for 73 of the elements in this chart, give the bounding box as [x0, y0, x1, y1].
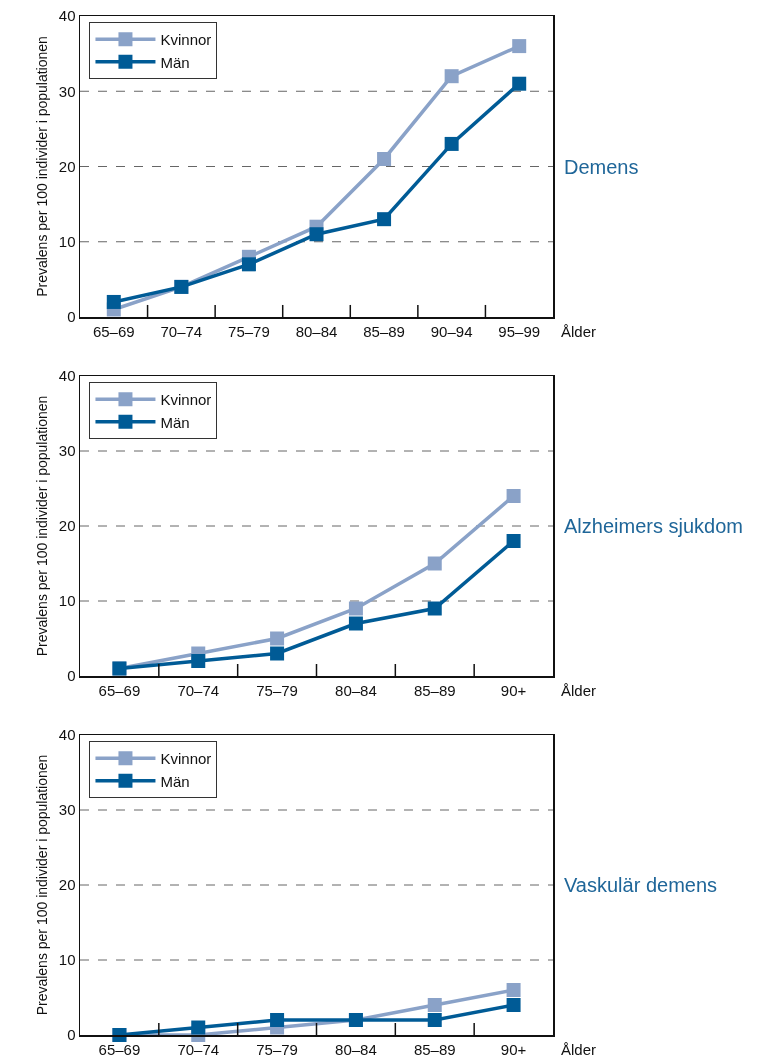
legend-label: Kvinnor [160, 391, 212, 409]
y-axis-title: Prevalens per 100 individer i populationen [33, 395, 50, 657]
x-tick-label: 70–74 [177, 1040, 220, 1058]
x-tick-label: 70–74 [177, 681, 220, 699]
x-tick-label: 75–79 [256, 1040, 298, 1058]
y-tick-label: 20 [58, 876, 76, 894]
point [309, 227, 324, 242]
y-axis-title: Prevalens per 100 individer i populationen [33, 754, 50, 1016]
point [270, 646, 285, 661]
point [506, 983, 521, 997]
y-tick-label: 40 [58, 7, 76, 25]
legend-label: Män [160, 772, 190, 790]
x-tick-label: 65–69 [98, 1040, 141, 1058]
legend-label: Män [160, 53, 190, 71]
x-tick-label: 80–84 [335, 1040, 377, 1058]
y-tick-label: 40 [58, 367, 76, 385]
legend-label: Män [160, 413, 190, 431]
x-tick-label: 70–74 [160, 322, 203, 340]
y-tick-label: 0 [67, 308, 76, 326]
y-tick-label: 30 [58, 442, 76, 460]
point [348, 616, 363, 631]
x-tick-label: 85–89 [413, 1040, 456, 1058]
point [444, 136, 459, 151]
point [444, 69, 459, 84]
point [270, 1013, 285, 1027]
x-tick-label: 75–79 [228, 322, 270, 340]
point [377, 151, 392, 166]
x-tick-label: 80–84 [295, 322, 338, 340]
text: Demens [564, 156, 639, 178]
x-tick-label: 90+ [500, 681, 527, 699]
point [377, 212, 392, 227]
x-tick-label: 75–79 [256, 681, 298, 699]
x-tick-label: 85–89 [363, 322, 405, 340]
point [106, 294, 121, 309]
y-tick-label: 10 [58, 951, 76, 969]
legend-label: Kvinnor [160, 750, 212, 768]
point [506, 998, 521, 1012]
point [427, 1013, 442, 1027]
x-axis-title: Ålder [561, 682, 597, 699]
y-tick-label: 30 [58, 801, 76, 819]
y-tick-label: 10 [58, 592, 76, 610]
y-tick-label: 10 [58, 233, 76, 250]
x-axis-title: Ålder [561, 1041, 597, 1058]
x-tick-label: 65–69 [92, 322, 135, 340]
point [506, 489, 521, 503]
x-axis-title: Ålder [561, 323, 597, 340]
point [512, 76, 527, 91]
x-tick-label: 95–99 [498, 322, 541, 340]
point [270, 631, 285, 646]
legend-label: Kvinnor [160, 31, 212, 49]
y-tick-label: 30 [58, 82, 76, 100]
x-tick-label: 65–69 [98, 681, 141, 699]
point [506, 534, 521, 548]
point [427, 601, 442, 616]
x-tick-label: 90–94 [430, 322, 473, 340]
y-tick-label: 20 [58, 517, 76, 535]
point [427, 556, 442, 571]
text: Alzheimers sjukdom [564, 515, 743, 537]
x-tick-label: 85–89 [413, 681, 456, 699]
point [191, 1020, 206, 1035]
point [191, 654, 206, 668]
point [512, 39, 527, 54]
y-tick-label: 0 [67, 667, 76, 685]
y-tick-label: 0 [67, 1026, 76, 1044]
y-tick-label: 20 [58, 157, 76, 175]
point [427, 998, 442, 1012]
x-tick-label: 90+ [500, 1040, 527, 1058]
y-tick-label: 40 [58, 726, 76, 744]
text: Vaskulär demens [564, 874, 718, 896]
point [348, 601, 363, 616]
x-tick-label: 80–84 [335, 681, 377, 699]
point [241, 257, 256, 272]
y-axis-title: Prevalens per 100 individer i populationen [33, 36, 50, 297]
